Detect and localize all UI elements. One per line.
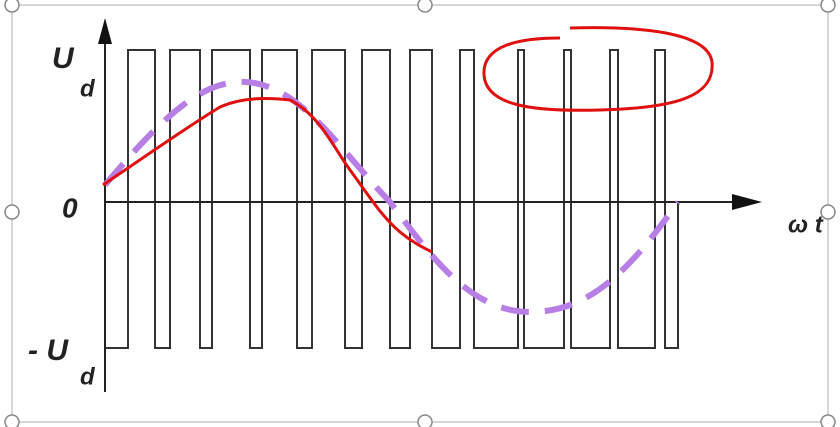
label-ud: U — [52, 42, 75, 75]
label-ud-sub: d — [80, 75, 96, 102]
selection-handles — [4, 0, 836, 427]
sine-dashed — [102, 78, 681, 316]
y-arrow — [98, 18, 112, 44]
resize-handle[interactable] — [820, 414, 836, 427]
label-neg-ud: - U — [28, 334, 69, 367]
red-circle — [482, 26, 714, 112]
resize-handle[interactable] — [4, 414, 20, 427]
resize-handle[interactable] — [417, 0, 433, 13]
resize-handle[interactable] — [820, 204, 836, 220]
pwm-wave — [105, 49, 679, 349]
x-arrow — [732, 194, 762, 210]
frame — [11, 4, 829, 423]
label-zero: 0 — [62, 192, 78, 223]
resize-handle[interactable] — [417, 414, 433, 427]
resize-handle[interactable] — [820, 0, 836, 13]
resize-handle[interactable] — [4, 0, 20, 13]
resize-handle[interactable] — [4, 204, 20, 220]
label-neg-ud-sub: d — [80, 363, 96, 390]
label-omega-t: ω t — [788, 211, 824, 238]
red-sketch — [102, 96, 433, 254]
